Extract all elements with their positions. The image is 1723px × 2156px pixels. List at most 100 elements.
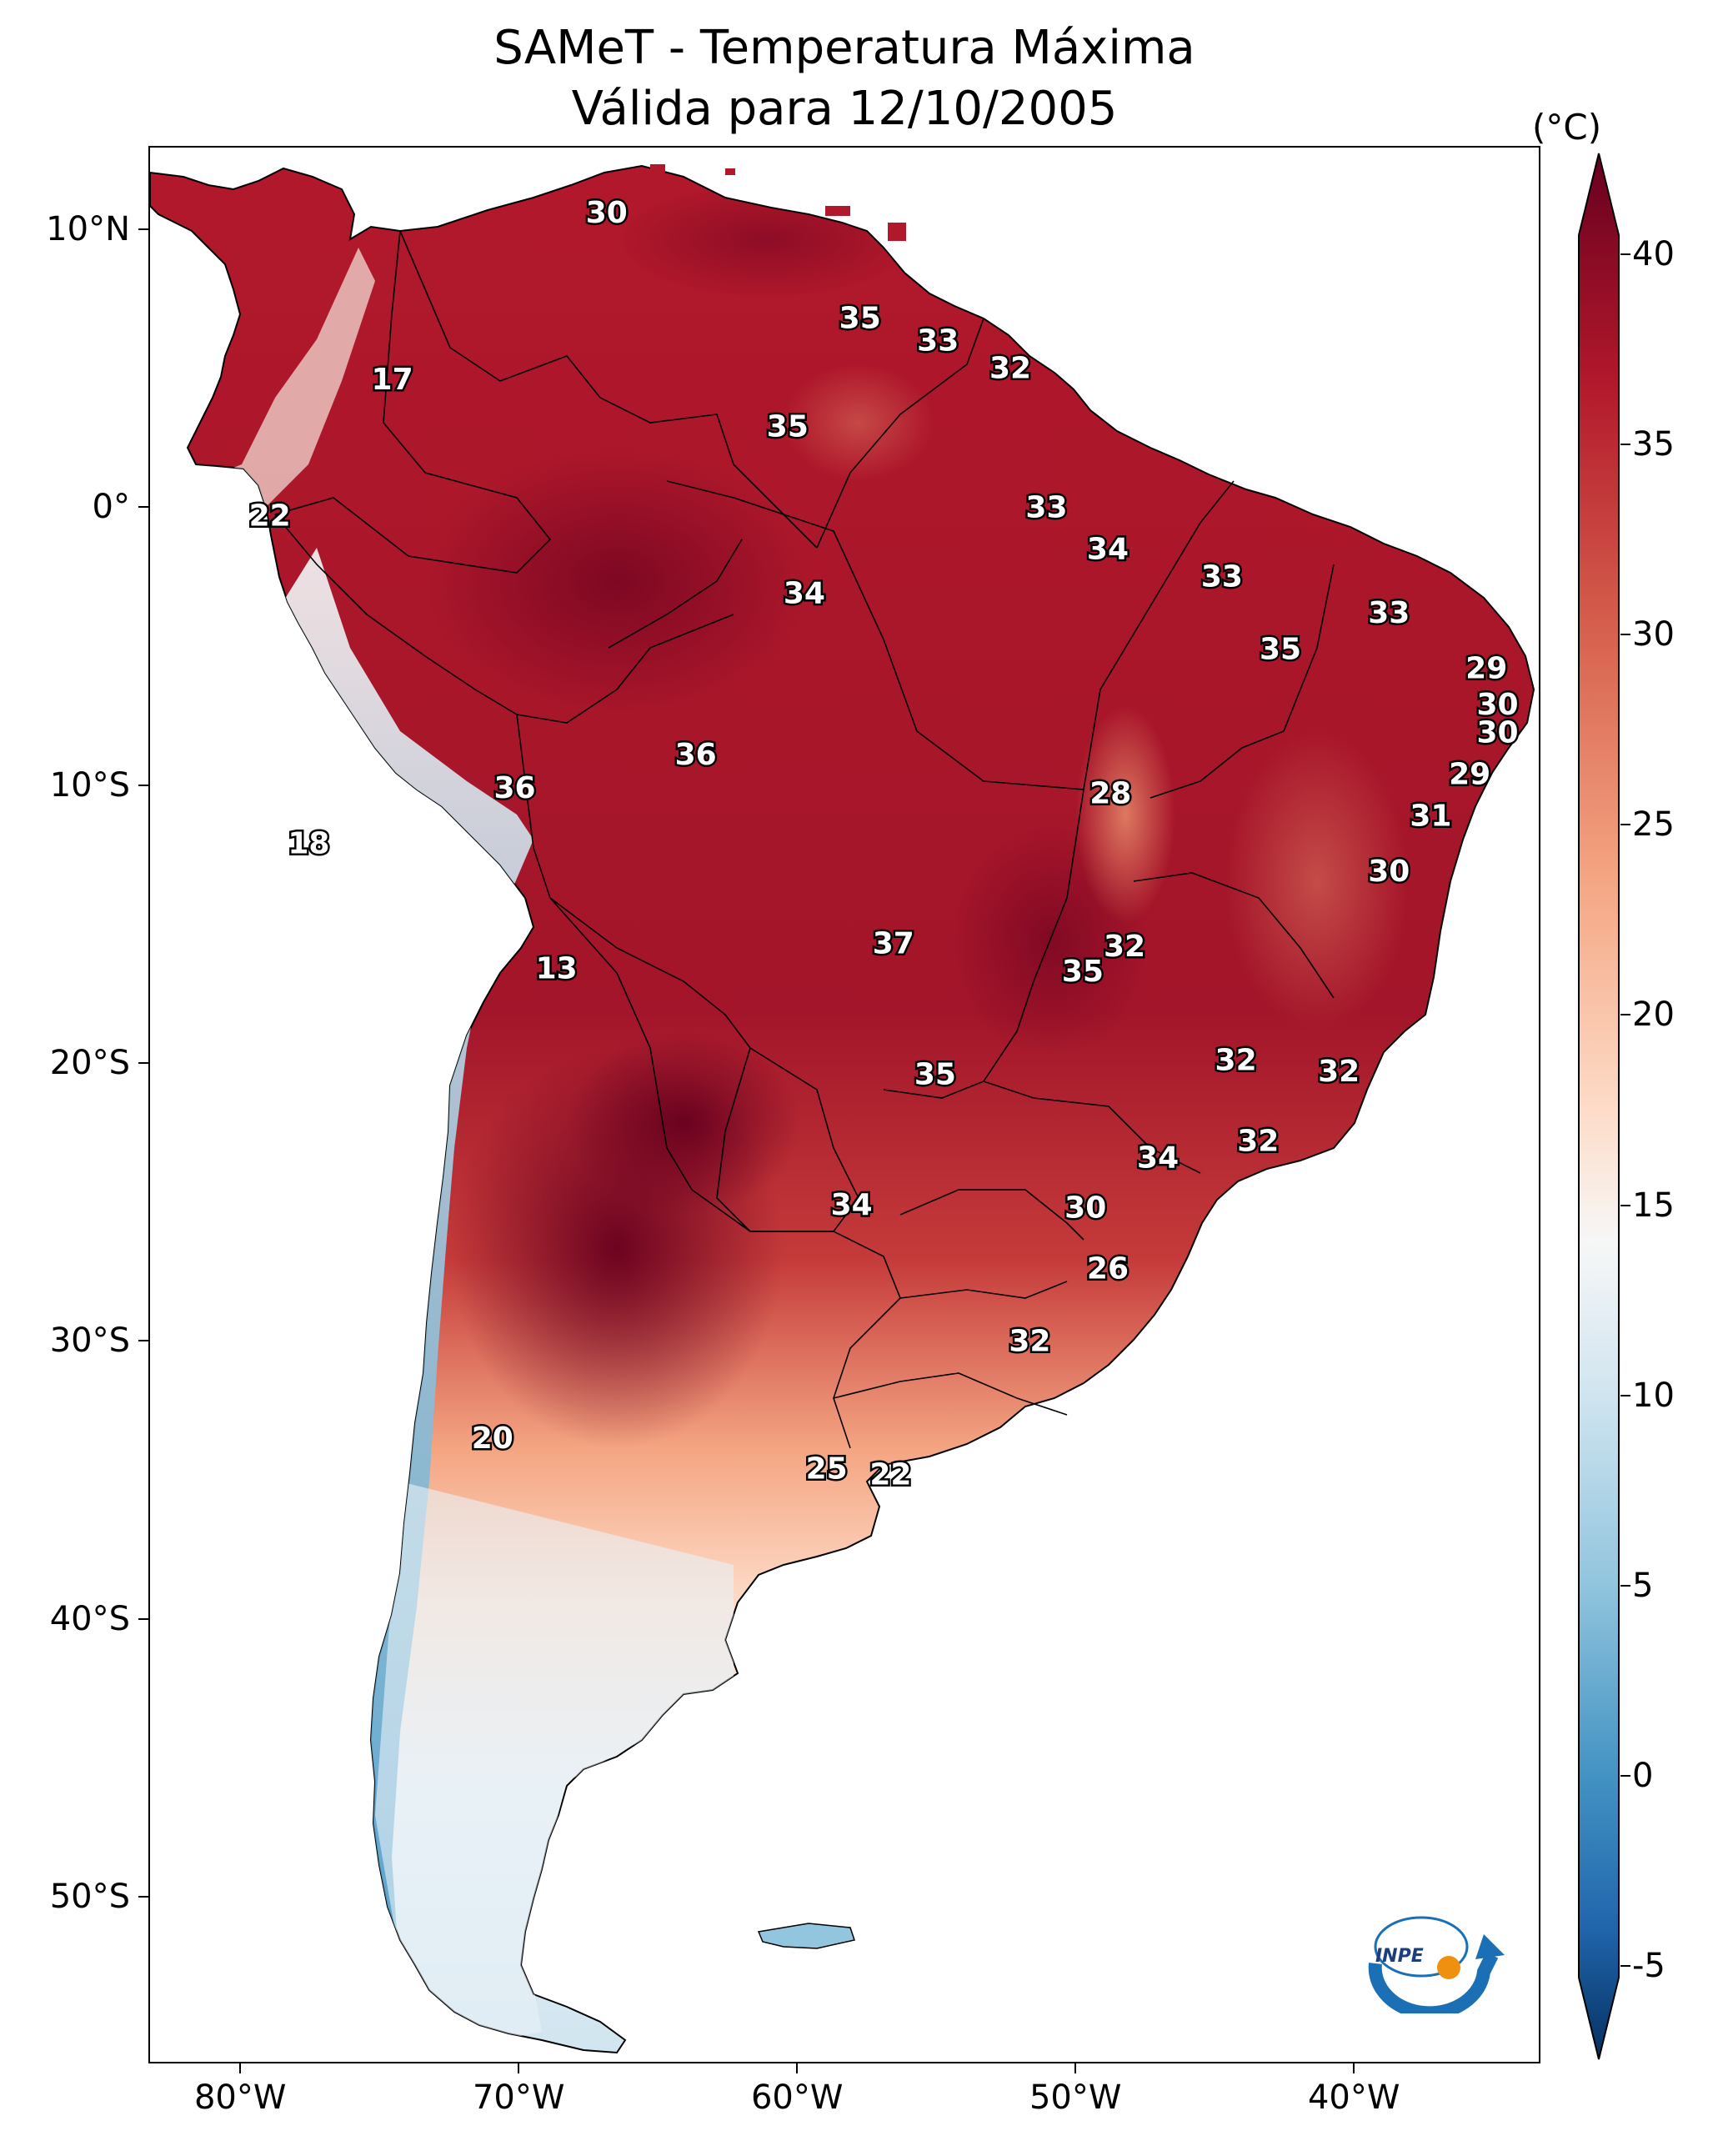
hot-core-venezuela: [617, 181, 917, 298]
colorbar-tick-label: 15: [1632, 1186, 1675, 1225]
colorbar-tick-label: 25: [1632, 805, 1675, 845]
contour-label: 29: [1465, 652, 1507, 686]
contour-label: 22: [869, 1457, 911, 1492]
x-tick-label: 80°W: [193, 2078, 287, 2117]
inpe-orbit: [1374, 1916, 1469, 1978]
inpe-dot: [1437, 1956, 1460, 1979]
contour-label: 33: [1201, 560, 1243, 594]
contour-label: 34: [784, 577, 825, 611]
contour-label: 20: [472, 1421, 513, 1456]
contour-label: 22: [249, 499, 291, 533]
contour-label: 30: [1064, 1191, 1106, 1225]
contour-label: 32: [1104, 930, 1145, 964]
colorbar-tick-label: -5: [1632, 1947, 1665, 1986]
contour-label: 35: [914, 1057, 956, 1091]
colorbar-tick-mark: [1620, 1775, 1630, 1777]
y-tick-mark: [138, 228, 148, 230]
warm-bahia: [1225, 731, 1409, 1031]
colorbar-tick-mark: [1620, 1584, 1630, 1587]
hot-core-amazon: [425, 448, 809, 714]
contour-label: 33: [1025, 490, 1067, 524]
colorbar-tick-mark: [1620, 1204, 1630, 1206]
colorbar: [1578, 153, 1620, 2060]
contour-label: 34: [1137, 1141, 1179, 1175]
border-minas: [1133, 872, 1335, 999]
y-tick-mark: [138, 1617, 148, 1620]
border-acre: [608, 539, 743, 649]
border-para-maranhao: [1083, 480, 1235, 790]
border-bolivia: [516, 714, 751, 1049]
colorbar-tick-mark: [1620, 443, 1630, 445]
border-peru-brazil: [274, 514, 734, 724]
border-santa-catarina: [899, 1281, 1068, 1299]
contour-label: 34: [831, 1188, 873, 1222]
contour-label: 36: [675, 738, 717, 772]
island-aruba: [650, 164, 665, 173]
y-tick-mark: [138, 1896, 148, 1898]
border-sp-mg: [983, 1081, 1201, 1174]
border-guianas: [816, 318, 984, 549]
x-tick-mark: [239, 2063, 242, 2073]
inpe-swoosh: [1368, 1952, 1499, 2013]
x-tick-mark: [518, 2063, 520, 2073]
border-colombia: [274, 230, 552, 574]
contour-label: 29: [1449, 757, 1490, 791]
contour-label: 28: [1089, 777, 1131, 811]
colorbar-tick-label: 40: [1632, 234, 1675, 273]
colorbar-tick-mark: [1620, 824, 1630, 826]
contour-label: 32: [1237, 1124, 1279, 1158]
contour-label: 32: [1215, 1044, 1257, 1078]
y-tick-mark: [138, 1340, 148, 1342]
contour-label: 30: [1477, 715, 1519, 750]
border-parana: [899, 1189, 1084, 1241]
border-goias-mt: [883, 789, 1084, 1099]
colorbar-tick-label: 30: [1632, 615, 1675, 654]
y-tick-label: 20°S: [49, 1044, 130, 1082]
country-borders: [274, 230, 1335, 1449]
x-tick-label: 40°W: [1307, 2078, 1400, 2117]
contour-label: 30: [1368, 855, 1410, 889]
island-bonaire: [725, 168, 735, 175]
map-title-line2: Válida para 12/10/2005: [571, 82, 1118, 136]
y-tick-label: 10°S: [49, 765, 130, 805]
contour-label: 35: [839, 302, 881, 336]
border-uruguay: [833, 1372, 1068, 1416]
colorbar-unit: (°C): [1532, 107, 1602, 148]
colorbar-tick-mark: [1620, 1014, 1630, 1016]
contour-label: 30: [586, 196, 628, 230]
y-tick-label: 10°N: [46, 210, 130, 248]
colorbar-tick-mark: [1620, 634, 1630, 636]
x-tick-mark: [1074, 2063, 1077, 2073]
colombian-andes-cool: [200, 248, 375, 506]
contour-label: 35: [1260, 632, 1301, 666]
contour-label: 17: [372, 363, 413, 397]
colorbar-tick-label: 35: [1632, 424, 1675, 464]
border-venezuela-brazil: [399, 230, 818, 549]
map-title-line1: SAMeT - Temperatura Máxima: [493, 21, 1195, 75]
inpe-arrow: [1475, 1934, 1505, 1959]
border-amazonas-para: [666, 480, 1084, 790]
inpe-text: INPE: [1375, 1946, 1424, 1967]
contour-label: 32: [989, 352, 1031, 386]
colorbar-gradient: [1578, 153, 1620, 2060]
island-falklands: [757, 1923, 855, 1949]
inpe-logo: INPE: [1368, 1916, 1505, 2013]
x-tick-label: 60°W: [750, 2078, 844, 2117]
contour-label: 37: [873, 927, 914, 961]
border-argentina: [549, 897, 901, 1449]
contour-label: 33: [1368, 596, 1410, 630]
colorbar-tick-label: 5: [1632, 1566, 1654, 1605]
y-tick-label: 50°S: [49, 1878, 130, 1916]
y-tick-mark: [138, 506, 148, 509]
contour-label: 30: [1477, 688, 1519, 722]
colorbar-tick-label: 10: [1632, 1376, 1675, 1415]
x-tick-mark: [796, 2063, 799, 2073]
y-tick-label: 40°S: [49, 1599, 130, 1638]
contour-label: 31: [1410, 799, 1451, 833]
contour-label: 13: [536, 952, 578, 986]
contour-label: 35: [767, 410, 809, 444]
y-tick-mark: [138, 1062, 148, 1064]
contour-label: 26: [1087, 1252, 1129, 1286]
